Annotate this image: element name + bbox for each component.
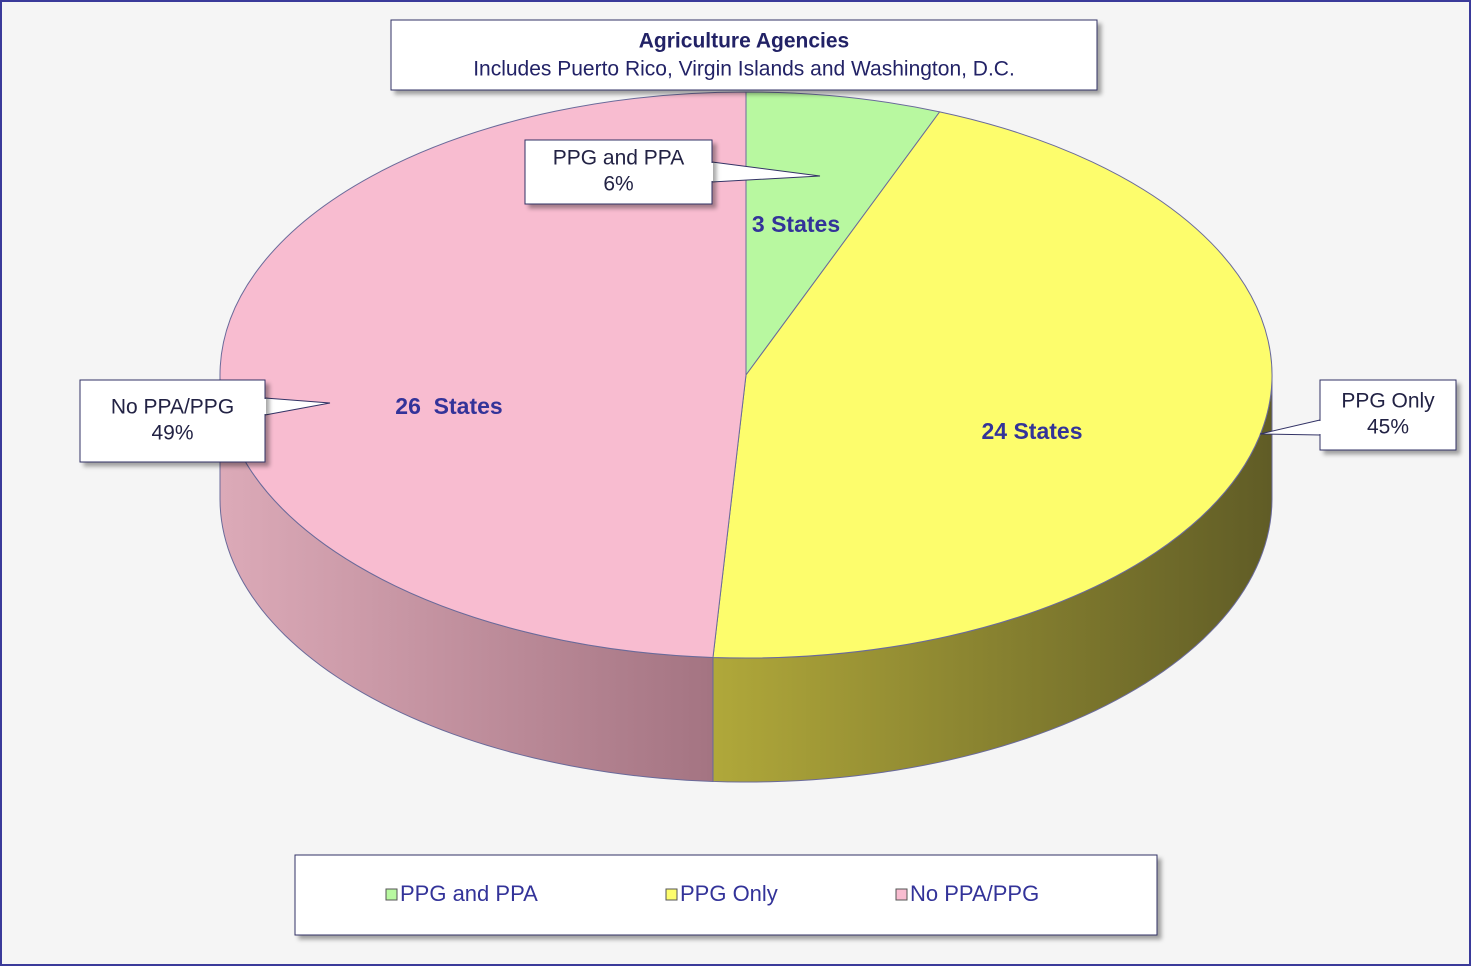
callout-category: PPG and PPA <box>553 147 685 170</box>
callout-box <box>79 379 266 463</box>
title-frame <box>390 19 1098 91</box>
legend-label: PPG Only <box>680 881 778 906</box>
callouts: PPG and PPA 6% PPG Only 45% No PPA/PPG 49% <box>79 139 1457 463</box>
chart-title: Agriculture Agencies <box>639 30 849 53</box>
legend-swatch <box>385 888 398 901</box>
callout-box <box>524 139 713 205</box>
slice <box>219 91 747 658</box>
slice <box>745 91 941 377</box>
pie: 3 States 24 States 26 States <box>219 91 1273 783</box>
slice <box>712 111 1273 659</box>
slice-count-label: 24 States <box>981 418 1082 444</box>
slice-count-label: 3 States <box>752 211 840 237</box>
legend: PPG and PPA PPG Only No PPA/PPG <box>294 854 1158 936</box>
legend-swatch <box>895 888 908 901</box>
legend-frame <box>294 854 1158 936</box>
title-box: Agriculture Agencies Includes Puerto Ric… <box>390 19 1098 91</box>
legend-swatch <box>665 888 678 901</box>
slice-count-label: 26 States <box>395 393 502 419</box>
callout-category: PPG Only <box>1341 390 1435 413</box>
callout-box <box>1319 379 1457 451</box>
callout-value: 49% <box>151 422 193 445</box>
callout-value: 6% <box>603 173 633 196</box>
legend-label: No PPA/PPG <box>910 881 1039 906</box>
legend-label: PPG and PPA <box>400 881 538 906</box>
callout-category: No PPA/PPG <box>111 396 234 419</box>
chart-subtitle: Includes Puerto Rico, Virgin Islands and… <box>473 58 1015 81</box>
callout-value: 45% <box>1367 416 1409 439</box>
